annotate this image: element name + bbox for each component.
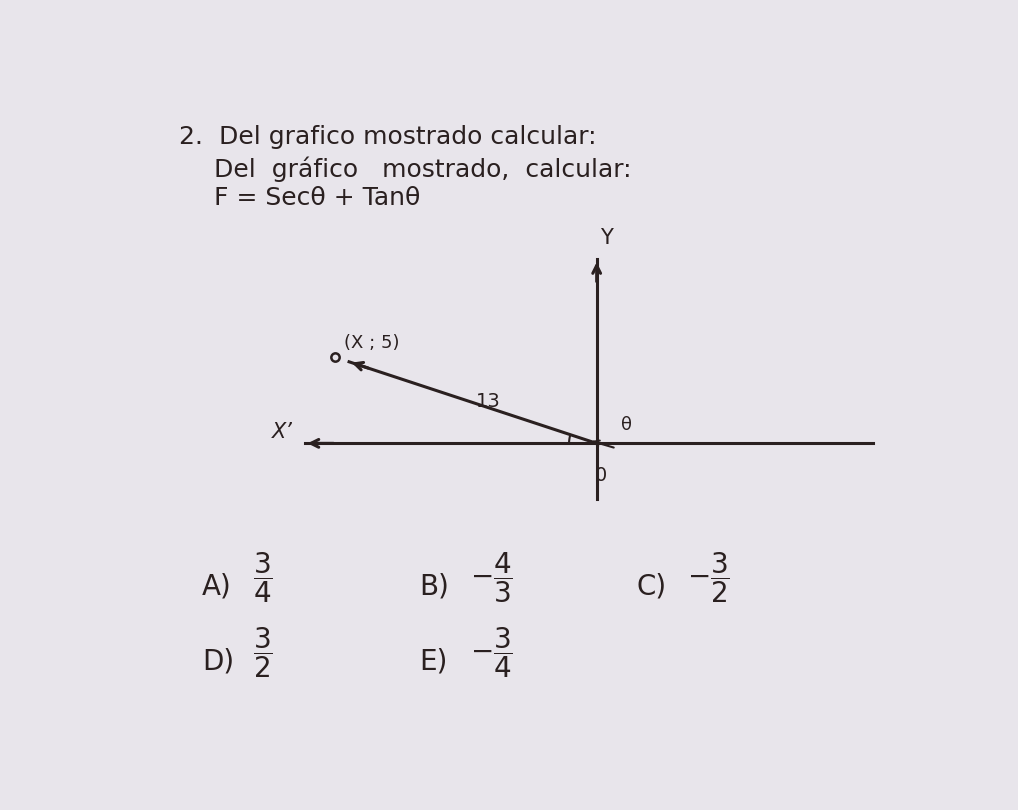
- Text: $\dfrac{3}{4}$: $\dfrac{3}{4}$: [253, 550, 273, 605]
- Text: $-\dfrac{3}{2}$: $-\dfrac{3}{2}$: [687, 550, 730, 605]
- Text: F = Secθ + Tanθ: F = Secθ + Tanθ: [214, 185, 420, 210]
- Text: E): E): [419, 648, 448, 676]
- Text: C): C): [636, 573, 666, 601]
- Text: 2.  Del grafico mostrado calcular:: 2. Del grafico mostrado calcular:: [178, 126, 596, 149]
- Text: A): A): [203, 573, 232, 601]
- Text: 0: 0: [595, 467, 607, 485]
- Text: $-\dfrac{3}{4}$: $-\dfrac{3}{4}$: [470, 625, 513, 680]
- Text: X’: X’: [272, 422, 293, 442]
- Text: θ: θ: [621, 416, 632, 433]
- Text: $\dfrac{3}{2}$: $\dfrac{3}{2}$: [253, 625, 273, 680]
- Text: D): D): [203, 648, 234, 676]
- Text: B): B): [419, 573, 449, 601]
- Text: (X ; 5): (X ; 5): [344, 334, 399, 352]
- Text: 13: 13: [475, 392, 501, 411]
- Text: $-\dfrac{4}{3}$: $-\dfrac{4}{3}$: [470, 550, 513, 605]
- Text: Del  gráfico   mostrado,  calcular:: Del gráfico mostrado, calcular:: [214, 156, 631, 182]
- Text: Y: Y: [600, 228, 613, 248]
